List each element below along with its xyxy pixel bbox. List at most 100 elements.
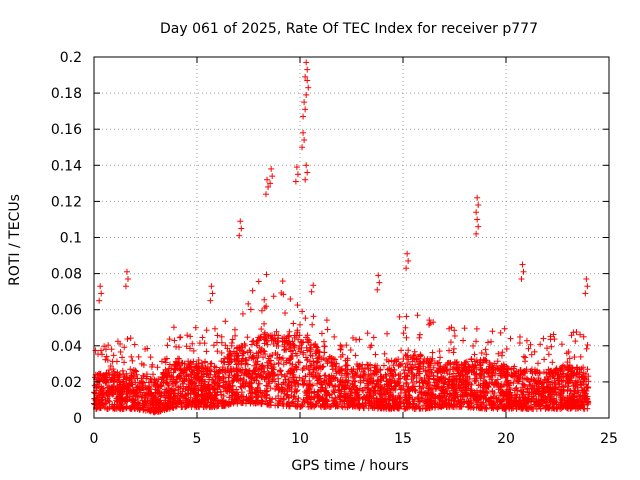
x-tick-label: 5: [193, 431, 202, 447]
data-point: [171, 337, 178, 344]
data-point: [374, 286, 381, 293]
data-point: [294, 302, 301, 309]
data-point: [470, 342, 477, 349]
data-point: [214, 339, 221, 346]
axis-ticks: [93, 56, 610, 419]
data-point: [414, 312, 421, 319]
data-point: [261, 296, 268, 303]
data-point: [154, 364, 161, 371]
data-point: [461, 325, 468, 332]
data-point: [144, 345, 151, 352]
data-point: [261, 368, 268, 375]
data-point: [318, 330, 325, 337]
data-point: [298, 344, 305, 351]
data-point: [276, 354, 283, 361]
data-point: [220, 392, 227, 399]
data-point: [135, 353, 142, 360]
data-point: [465, 363, 472, 370]
data-point: [236, 232, 243, 239]
y-tick-label: 0.16: [51, 122, 82, 138]
data-point: [294, 171, 301, 178]
data-point: [157, 393, 164, 400]
data-point: [210, 342, 217, 349]
data-point: [583, 345, 590, 352]
data-point: [474, 216, 481, 223]
data-point: [97, 283, 104, 290]
x-axis-label: GPS time / hours: [291, 458, 408, 474]
data-point: [510, 365, 517, 372]
data-point: [498, 352, 505, 359]
data-point: [430, 319, 437, 326]
data-point: [376, 279, 383, 286]
data-point: [379, 385, 386, 392]
data-point: [302, 373, 309, 380]
data-point: [262, 374, 269, 381]
data-point: [473, 209, 480, 216]
data-point: [352, 352, 359, 359]
data-point: [324, 326, 331, 333]
data-point: [475, 202, 482, 209]
data-point: [273, 382, 280, 389]
data-point: [229, 336, 236, 343]
data-point: [475, 223, 482, 230]
data-point: [380, 362, 387, 369]
data-point: [292, 178, 299, 185]
data-point: [101, 343, 108, 350]
data-point: [415, 398, 422, 405]
data-point: [482, 346, 489, 353]
data-point: [133, 371, 140, 378]
data-point: [412, 387, 419, 394]
data-point: [323, 317, 330, 324]
data-point: [192, 364, 199, 371]
data-point: [261, 320, 268, 327]
data-point: [199, 334, 206, 341]
data-point: [396, 313, 403, 320]
data-point: [503, 345, 510, 352]
data-point: [237, 218, 244, 225]
data-point: [214, 332, 221, 339]
data-point: [544, 345, 551, 352]
data-point: [264, 176, 271, 183]
data-point: [209, 290, 216, 297]
data-point: [207, 297, 214, 304]
data-point: [201, 340, 208, 347]
y-tick-label: 0.08: [51, 267, 82, 283]
data-point: [195, 357, 202, 364]
data-point: [270, 376, 277, 383]
data-point: [203, 348, 210, 355]
data-point: [302, 106, 309, 113]
data-point: [400, 330, 407, 337]
data-point: [270, 293, 277, 300]
data-point: [427, 320, 434, 327]
data-point: [208, 283, 215, 290]
data-point: [233, 365, 240, 372]
data-point: [429, 349, 436, 356]
data-point: [516, 339, 523, 346]
data-point: [321, 343, 328, 350]
data-point: [478, 349, 485, 356]
data-point: [402, 363, 409, 370]
x-tick-label: 15: [394, 431, 412, 447]
data-point: [302, 315, 309, 322]
data-point: [166, 361, 173, 368]
data-point: [257, 333, 264, 340]
data-point: [436, 348, 443, 355]
data-point: [103, 353, 110, 360]
data-point: [501, 325, 508, 332]
data-point: [177, 334, 184, 341]
data-point: [408, 369, 415, 376]
data-point: [303, 59, 310, 66]
data-point: [207, 360, 214, 367]
data-point: [550, 331, 557, 338]
data-point: [162, 356, 169, 363]
data-point: [269, 377, 276, 384]
data-point: [304, 169, 311, 176]
y-tick-label: 0.18: [51, 86, 82, 102]
data-point: [189, 340, 196, 347]
data-point: [148, 378, 155, 385]
data-point: [310, 282, 317, 289]
data-point: [482, 378, 489, 385]
data-point: [471, 351, 478, 358]
data-point: [364, 330, 371, 337]
plot-frame: [93, 56, 610, 419]
